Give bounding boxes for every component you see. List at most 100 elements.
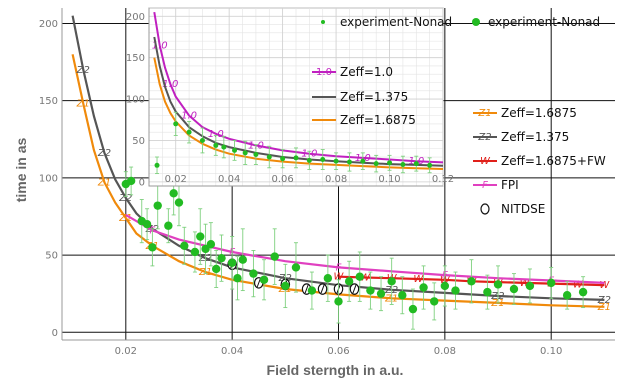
point-label: W (360, 272, 371, 283)
data-point (483, 287, 492, 297)
data-point (266, 154, 272, 160)
data-point (493, 280, 503, 289)
point-label: 1.0 (152, 40, 168, 51)
x-tick-label: 0.12 (432, 174, 454, 185)
y-tick-label: 0 (52, 328, 58, 339)
data-point (360, 158, 366, 164)
inset-chart: 0.02 0.04 0.06 0.08 0.10 0.120501001502001.01… (126, 7, 454, 188)
data-point (413, 161, 419, 167)
data-point (525, 281, 535, 291)
legend-marker: 1.0 (316, 67, 332, 78)
legend-label: Zeff=1.0 (340, 65, 393, 79)
legend-label: Zeff=1.375 (340, 90, 408, 104)
data-point (398, 291, 407, 300)
series-line (153, 11, 443, 164)
legend-item: experiment-Nonad (472, 15, 600, 29)
y-tick-label: 150 (126, 53, 145, 64)
point-label: Z1 (118, 213, 132, 224)
point-label: 1.0 (208, 129, 224, 140)
data-point (427, 162, 433, 168)
data-point (173, 121, 179, 127)
y-tick-label: 200 (39, 19, 58, 30)
data-point (306, 157, 312, 163)
data-point (467, 277, 476, 286)
point-label: Z2 (490, 291, 504, 302)
legend-item: W Zeff=1.6875+FW (473, 154, 606, 168)
legend-marker: Z2 (477, 132, 491, 143)
inset-legend: experiment-Nonad 1.0 Zeff=1.0 Zeff=1.375 Zef… (312, 15, 452, 127)
point-label: Z2 (198, 253, 212, 264)
data-point (430, 297, 439, 306)
data-point (154, 162, 160, 168)
data-point (280, 156, 286, 162)
data-point (562, 291, 572, 300)
y-tick-label: 50 (45, 251, 58, 262)
point-label: Z1 (198, 267, 212, 278)
data-point (346, 159, 352, 165)
y-tick-label: 150 (39, 96, 58, 107)
data-point (451, 286, 460, 295)
series-experiment-nonad (121, 166, 588, 330)
legend-label: experiment-Nonad (488, 15, 600, 29)
nitdse-point-mark (320, 284, 325, 294)
data-point (233, 274, 242, 283)
data-point (242, 150, 248, 156)
data-point (232, 147, 238, 153)
point-label: F (336, 262, 342, 273)
legend-marker: W (480, 156, 491, 167)
data-point (190, 247, 200, 257)
x-tick-label: 0.10 (378, 174, 400, 185)
data-point (323, 274, 333, 283)
series-line (153, 36, 443, 167)
y-tick-label: 0 (139, 177, 145, 188)
y-tick-label: 50 (132, 136, 145, 147)
data-point (578, 287, 588, 297)
series-experiment-nonad (154, 111, 433, 175)
point-label: Z2 (118, 193, 132, 204)
x-tick-label: 0.04 (218, 174, 240, 185)
series-line (125, 213, 605, 284)
plot-area: 1.01.01.01.01.01.01.01.0 (152, 11, 443, 175)
data-point (253, 152, 259, 158)
legend-label: Zeff=1.375 (501, 130, 569, 144)
data-point (355, 272, 364, 281)
data-point (320, 157, 326, 163)
data-point (387, 277, 396, 286)
x-tick-label: 0.02 (115, 346, 137, 357)
data-point (153, 201, 162, 210)
data-point (270, 252, 279, 261)
data-point (408, 304, 418, 314)
point-label: Z1 (97, 177, 111, 188)
series-zeff-1-6875 (153, 57, 443, 170)
data-point (293, 155, 299, 161)
data-point (148, 243, 157, 252)
data-point (221, 144, 227, 150)
y-tick-label: 100 (126, 95, 145, 106)
legend-label: NITDSE (501, 202, 545, 216)
data-point (142, 219, 152, 229)
point-label: Z1 (597, 302, 611, 313)
point-label: Z2 (97, 148, 111, 159)
main-chart: 0.02 0.04 0.06 0.08 0.10050100150200Z1Z1Z1Z1… (39, 8, 615, 357)
x-tick-label: 0.06 (327, 346, 349, 357)
data-point (419, 283, 428, 292)
series-line (153, 57, 443, 170)
data-point (400, 161, 406, 167)
data-point (291, 263, 301, 272)
data-point (227, 258, 237, 267)
plot-area: Z1Z1Z1Z1Z1Z1Z1Z1Z1Z2Z2Z2Z2Z2Z2Z2Z2Z2WWWW… (71, 15, 611, 330)
data-point (387, 160, 393, 166)
x-tick-label: 0.04 (221, 346, 243, 357)
data-point (334, 297, 343, 306)
data-point (164, 221, 173, 230)
point-label: W (334, 272, 345, 283)
legend-label: Zeff=1.6875 (501, 106, 577, 120)
point-label: W (413, 274, 424, 285)
data-point (217, 253, 226, 263)
x-tick-label: 0.02 (165, 174, 187, 185)
legend-item: F FPI (473, 178, 519, 192)
y-axis-title: time in as (13, 138, 29, 203)
y-tick-label: 200 (126, 12, 145, 23)
legend-label: experiment-Nonad (340, 15, 452, 29)
